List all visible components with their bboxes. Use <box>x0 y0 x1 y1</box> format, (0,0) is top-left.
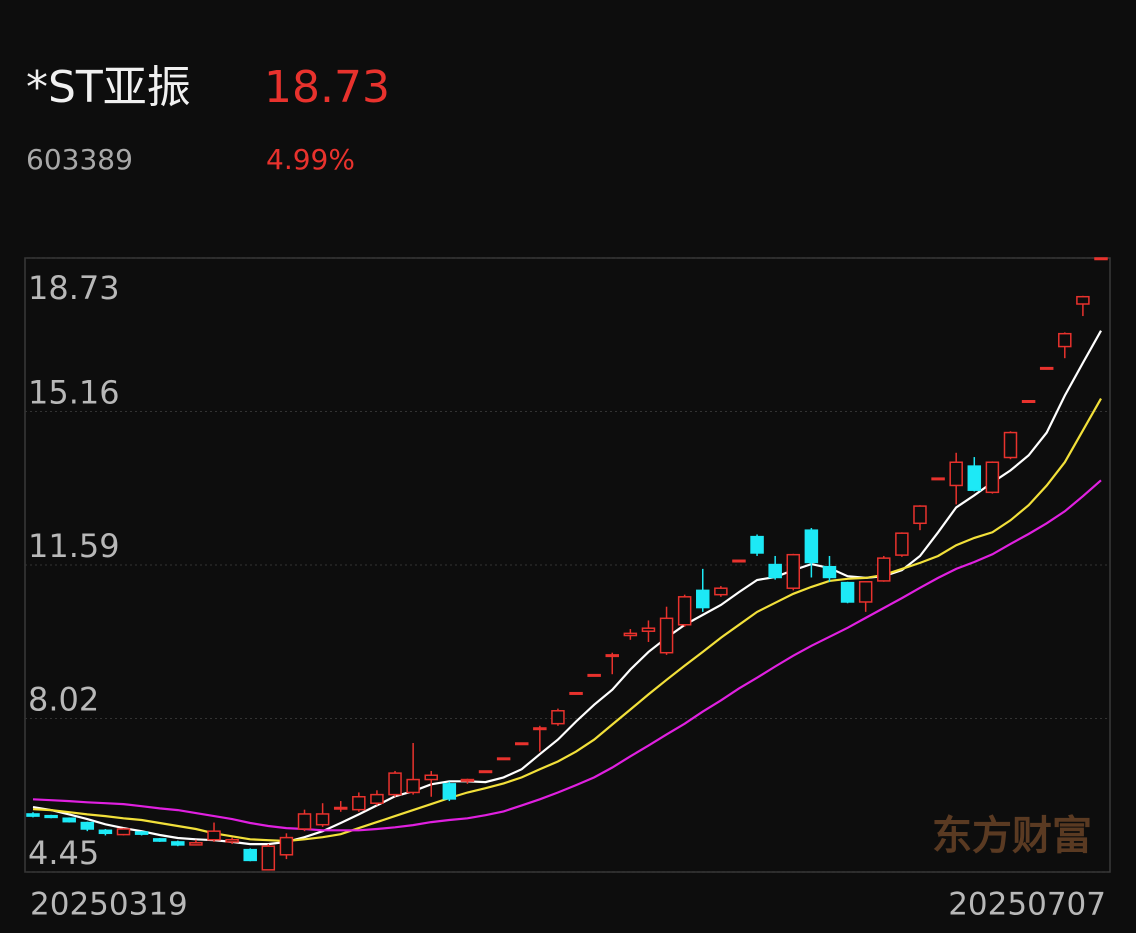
candle-body <box>732 559 746 563</box>
candle-body <box>1021 400 1036 404</box>
candle-body <box>315 813 330 826</box>
candle-body <box>677 596 692 626</box>
candle-body <box>62 817 76 823</box>
candle-body <box>496 757 511 761</box>
candle-body <box>297 813 312 830</box>
candle-body <box>26 813 40 817</box>
candle-body <box>406 778 420 794</box>
candle-body <box>424 774 438 781</box>
candle-body <box>967 465 982 491</box>
candle-body <box>569 691 583 695</box>
candle-body <box>913 505 927 525</box>
stock-code: 603389 <box>26 143 133 176</box>
candle-body <box>189 842 203 846</box>
candle-body <box>370 793 384 804</box>
candle-body <box>659 617 674 654</box>
y-tick-label: 4.45 <box>28 834 99 872</box>
candle-body <box>931 477 945 481</box>
candle-body <box>786 553 801 589</box>
candle-body <box>279 836 294 856</box>
candle-body <box>533 727 547 731</box>
candle-body <box>243 848 257 862</box>
candle-body <box>478 770 493 774</box>
candle-body <box>985 461 1000 494</box>
candle-body <box>840 581 855 603</box>
candle-body <box>152 838 167 842</box>
candle-body <box>714 587 728 596</box>
candle-body <box>551 710 565 725</box>
candle-body <box>858 581 873 603</box>
candle-body <box>80 821 95 830</box>
candle-body <box>587 673 601 677</box>
candle-body <box>623 632 638 637</box>
candle-body <box>207 830 221 841</box>
candle-body <box>822 565 837 579</box>
candle-body <box>605 654 620 658</box>
y-tick-label: 8.02 <box>28 681 99 719</box>
candle-body <box>442 783 457 800</box>
candle-body <box>895 532 909 556</box>
candle-body <box>388 772 402 796</box>
y-tick-label: 15.16 <box>28 374 120 412</box>
y-tick-label: 11.59 <box>28 527 120 565</box>
candle-body <box>877 557 891 582</box>
moving-average-line <box>32 479 1102 832</box>
candle-body <box>696 589 710 609</box>
candle-body <box>1076 295 1090 305</box>
candle-body <box>171 841 185 846</box>
candle-body <box>641 627 656 632</box>
stock-change: 4.99% <box>266 143 355 176</box>
candle-body <box>333 806 348 810</box>
candle-body <box>768 563 782 579</box>
candle-body <box>514 742 529 746</box>
watermark: 东方财富 <box>932 813 1092 859</box>
stock-name: *ST亚振 <box>26 62 191 113</box>
candle-body <box>1039 366 1054 370</box>
candle-body <box>1058 332 1072 348</box>
candle-body <box>460 778 475 782</box>
candle-body <box>98 829 113 835</box>
candle-body <box>44 814 58 819</box>
candle-body <box>804 529 819 564</box>
stock-price: 18.73 <box>264 62 390 113</box>
candle-body <box>261 845 276 871</box>
candle-body <box>225 839 239 843</box>
candle-body <box>750 535 764 554</box>
candle-body <box>352 796 366 811</box>
candle-body <box>116 828 131 836</box>
candle-body <box>949 461 963 487</box>
candle-body <box>1094 257 1108 261</box>
candle-body <box>134 831 149 835</box>
x-tick-label: 20250319 <box>30 887 188 923</box>
candle-body <box>1003 431 1018 459</box>
y-tick-label: 18.73 <box>28 269 120 307</box>
x-tick-label: 20250707 <box>948 887 1106 923</box>
